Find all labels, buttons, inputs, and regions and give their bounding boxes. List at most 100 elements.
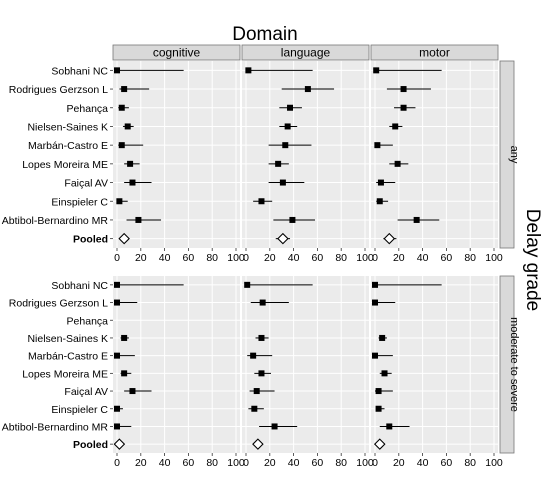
row-strip — [499, 60, 515, 249]
point-estimate — [258, 370, 265, 377]
point-estimate — [284, 123, 291, 130]
x-tick-label: 60 — [183, 457, 195, 469]
point-estimate — [244, 281, 251, 288]
point-estimate — [374, 142, 381, 149]
point-estimate — [118, 142, 125, 149]
panels — [113, 61, 498, 453]
study-label: Marbán-Castro E — [28, 351, 108, 363]
point-estimate — [413, 216, 420, 223]
x-tick-label: 40 — [417, 457, 429, 469]
study-label: Lopes Moreira ME — [22, 159, 108, 171]
study-label: Abtibol-Bernardino MR — [2, 215, 109, 227]
x-tick-label: 0 — [243, 457, 249, 469]
x-tick-label: 60 — [183, 252, 195, 264]
row-strip — [499, 275, 515, 454]
point-estimate — [253, 388, 260, 395]
point-estimate — [372, 281, 378, 288]
study-label: Rodrigues Gerzson L — [9, 84, 108, 96]
study-label: Nielsen-Saines K — [27, 121, 108, 133]
facet-row-title: Delay grade — [522, 209, 543, 311]
point-estimate — [289, 216, 296, 223]
x-tick-label: 60 — [312, 457, 324, 469]
point-estimate — [245, 67, 252, 74]
x-tick-label: 20 — [135, 457, 147, 469]
panel — [371, 61, 498, 248]
point-estimate — [250, 352, 257, 359]
point-estimate — [377, 179, 384, 186]
point-estimate — [394, 160, 401, 167]
point-estimate — [376, 198, 383, 205]
study-labels: Sobhani NC Rodrigues Gerzson L Pehança Niel… — [2, 65, 113, 451]
study-label: Lopes Moreira ME — [22, 368, 108, 380]
x-tick-label: 40 — [288, 457, 300, 469]
point-estimate — [258, 198, 265, 205]
study-label: Einspieler C — [51, 196, 108, 208]
pooled-diamond — [113, 438, 126, 450]
x-tick-label: 80 — [464, 252, 476, 264]
point-estimate — [379, 334, 386, 341]
row-strips: any moderate to severe — [499, 60, 520, 454]
point-estimate — [121, 370, 128, 377]
x-tick-label: 80 — [206, 252, 218, 264]
point-estimate — [400, 104, 407, 111]
study-label: Rodrigues Gerzson L — [9, 298, 108, 310]
point-estimate — [118, 104, 125, 111]
point-estimate — [282, 142, 289, 149]
column-strip-label: cognitive — [153, 46, 201, 60]
x-tick-label: 40 — [288, 252, 300, 264]
point-estimate — [251, 405, 258, 412]
panel-background — [371, 61, 498, 248]
point-estimate — [114, 405, 120, 412]
point-estimate — [381, 370, 388, 377]
pooled-label: Pooled — [73, 439, 108, 451]
column-strip — [241, 44, 370, 61]
study-label: Sobhani NC — [51, 65, 108, 77]
point-estimate — [114, 67, 120, 74]
point-estimate — [127, 160, 134, 167]
point-estimate — [124, 123, 131, 130]
x-tick-label: 40 — [159, 457, 171, 469]
point-estimate — [279, 179, 286, 186]
x-tick-label: 100 — [227, 252, 245, 264]
panel — [113, 276, 240, 453]
study-label: Faiçal AV — [64, 178, 108, 190]
x-tick-label: 0 — [114, 457, 120, 469]
point-estimate — [372, 299, 378, 306]
study-label: Abtibol-Bernardino MR — [2, 421, 109, 433]
point-estimate — [129, 179, 136, 186]
point-estimate — [129, 388, 136, 395]
point-estimate — [114, 299, 120, 306]
point-estimate — [114, 423, 120, 430]
point-estimate — [258, 334, 265, 341]
point-estimate — [386, 423, 393, 430]
x-tick-label: 40 — [417, 252, 429, 264]
point-estimate — [304, 86, 311, 93]
study-label: Pehança — [67, 315, 109, 327]
column-strip-label: language — [281, 46, 331, 60]
x-tick-label: 40 — [159, 252, 171, 264]
row-strip-label: any — [508, 146, 520, 164]
column-strips: cognitive language motor — [112, 44, 499, 61]
study-label: Pehança — [67, 103, 109, 115]
x-tick-label: 60 — [312, 252, 324, 264]
x-tick-label: 20 — [264, 252, 276, 264]
pooled-diamond — [373, 438, 386, 450]
point-estimate — [372, 352, 378, 359]
x-tick-label: 0 — [114, 252, 120, 264]
chart-title: Domain — [232, 24, 297, 45]
x-tick-label: 20 — [393, 457, 405, 469]
pooled-diamond — [252, 438, 264, 450]
x-tick-label: 0 — [243, 252, 249, 264]
point-estimate — [275, 160, 282, 167]
study-label: Faiçal AV — [64, 386, 108, 398]
panel — [242, 61, 369, 248]
row-strip-label: moderate to severe — [508, 317, 520, 412]
x-tick-label: 100 — [356, 252, 374, 264]
x-tick-label: 60 — [441, 457, 453, 469]
x-tick-label: 80 — [464, 457, 476, 469]
study-label: Marbán-Castro E — [28, 140, 108, 152]
x-tick-label: 60 — [441, 252, 453, 264]
x-tick-label: 20 — [135, 252, 147, 264]
x-tick-label: 80 — [335, 457, 347, 469]
